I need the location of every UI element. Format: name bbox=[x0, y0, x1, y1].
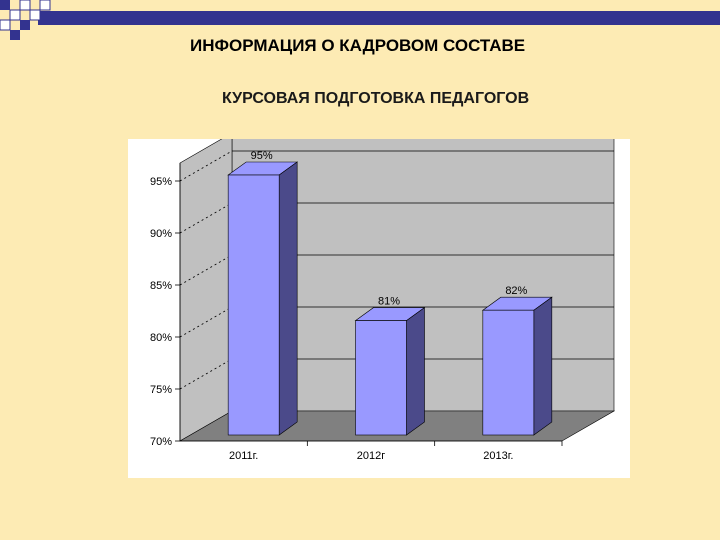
chart-panel: 70% 75% 80% 85% 90% 95% 2011г. 2012г 2013г. 95%… bbox=[128, 132, 630, 478]
y-tick-label: 70% bbox=[150, 436, 172, 448]
gridline-diagonal bbox=[179, 202, 233, 234]
chart-side-wall bbox=[179, 132, 233, 442]
data-label: 82% bbox=[505, 285, 527, 297]
gridline-diagonal bbox=[179, 254, 233, 286]
bar-side bbox=[533, 296, 553, 436]
y-tick-label: 90% bbox=[150, 228, 172, 240]
x-tick-label: 2012г bbox=[357, 450, 385, 462]
gridline-diagonal bbox=[179, 358, 233, 390]
bar-front bbox=[227, 174, 280, 436]
gridline-diagonal bbox=[179, 150, 233, 182]
decorative-squares bbox=[0, 0, 51, 40]
bar bbox=[481, 296, 553, 436]
slide-subtitle: КУРСОВАЯ ПОДГОТОВКА ПЕДАГОГОВ bbox=[222, 90, 530, 107]
x-tick-label: 2013г. bbox=[483, 450, 513, 462]
bar bbox=[227, 161, 299, 436]
bar-front bbox=[482, 309, 535, 436]
x-tick-label: 2011г. bbox=[229, 450, 258, 462]
bar-chart: 70% 75% 80% 85% 90% 95% 2011г. 2012г 2013г. 95%… bbox=[150, 132, 616, 462]
data-label: 95% bbox=[251, 150, 273, 162]
data-label: 81% bbox=[378, 296, 400, 308]
bar bbox=[354, 307, 426, 436]
bar-side bbox=[278, 161, 298, 436]
y-tick-label: 75% bbox=[150, 384, 172, 396]
header-stripe bbox=[38, 11, 720, 25]
bar-side bbox=[406, 307, 425, 436]
decorative-header-band bbox=[0, 0, 720, 40]
bar-front bbox=[355, 320, 407, 436]
gridline-diagonal bbox=[179, 306, 233, 338]
y-tick-label: 80% bbox=[150, 332, 172, 344]
slide-title: ИНФОРМАЦИЯ О КАДРОВОМ СОСТАВЕ bbox=[190, 36, 526, 55]
y-tick-label: 85% bbox=[150, 280, 172, 292]
y-tick-label: 95% bbox=[150, 176, 172, 188]
